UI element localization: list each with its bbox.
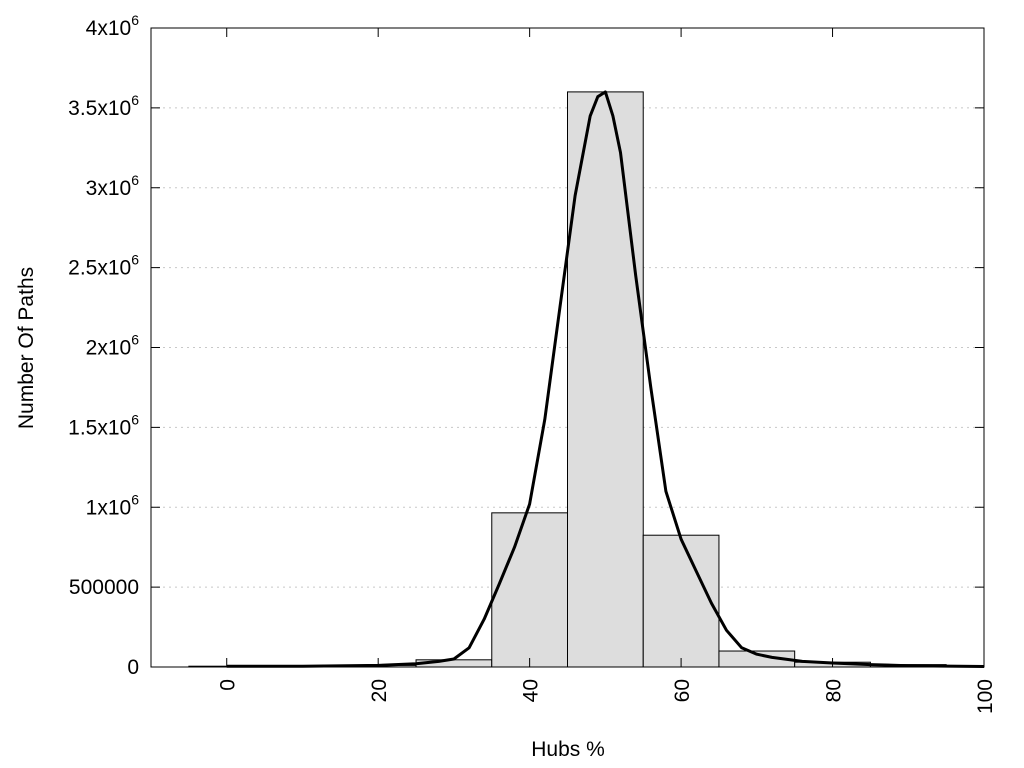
y-tick-label-7: 3.5x106: [68, 92, 139, 120]
x-tick-label-0: 0: [217, 679, 240, 691]
bars: [188, 91, 947, 668]
y-axis-title: Number Of Paths: [15, 267, 38, 429]
y-axis-ticks: 0 500000 1x106 1.5x106 2x106 2.5x106 3x106 3.5x…: [68, 12, 984, 679]
x-axis-title: Hubs %: [531, 738, 605, 761]
y-tick-label-5: 2.5x106: [68, 252, 139, 280]
y-tick-label-8: 4x106: [86, 12, 140, 40]
y-tick-label-3: 1.5x106: [68, 411, 139, 439]
grid-lines: [151, 107, 984, 588]
x-tick-label-100: 100: [974, 679, 997, 714]
x-tick-label-20: 20: [368, 679, 391, 702]
y-tick-label-2: 1x106: [86, 491, 140, 519]
bar-60: [642, 534, 720, 668]
x-tick-label-40: 40: [520, 679, 543, 702]
x-tick-label-80: 80: [823, 679, 846, 702]
y-tick-label-4: 2x106: [86, 332, 140, 360]
fit-curve: [226, 90, 985, 668]
bar-40: [491, 512, 569, 668]
y-tick-label-6: 3x106: [86, 172, 140, 200]
x-axis-ticks: 0 20 40 60 80 100: [217, 28, 997, 714]
y-tick-label-1: 500000: [69, 576, 139, 599]
bar-50: [567, 91, 644, 668]
y-tick-label-0: 0: [127, 656, 139, 679]
x-tick-label-60: 60: [671, 679, 694, 702]
